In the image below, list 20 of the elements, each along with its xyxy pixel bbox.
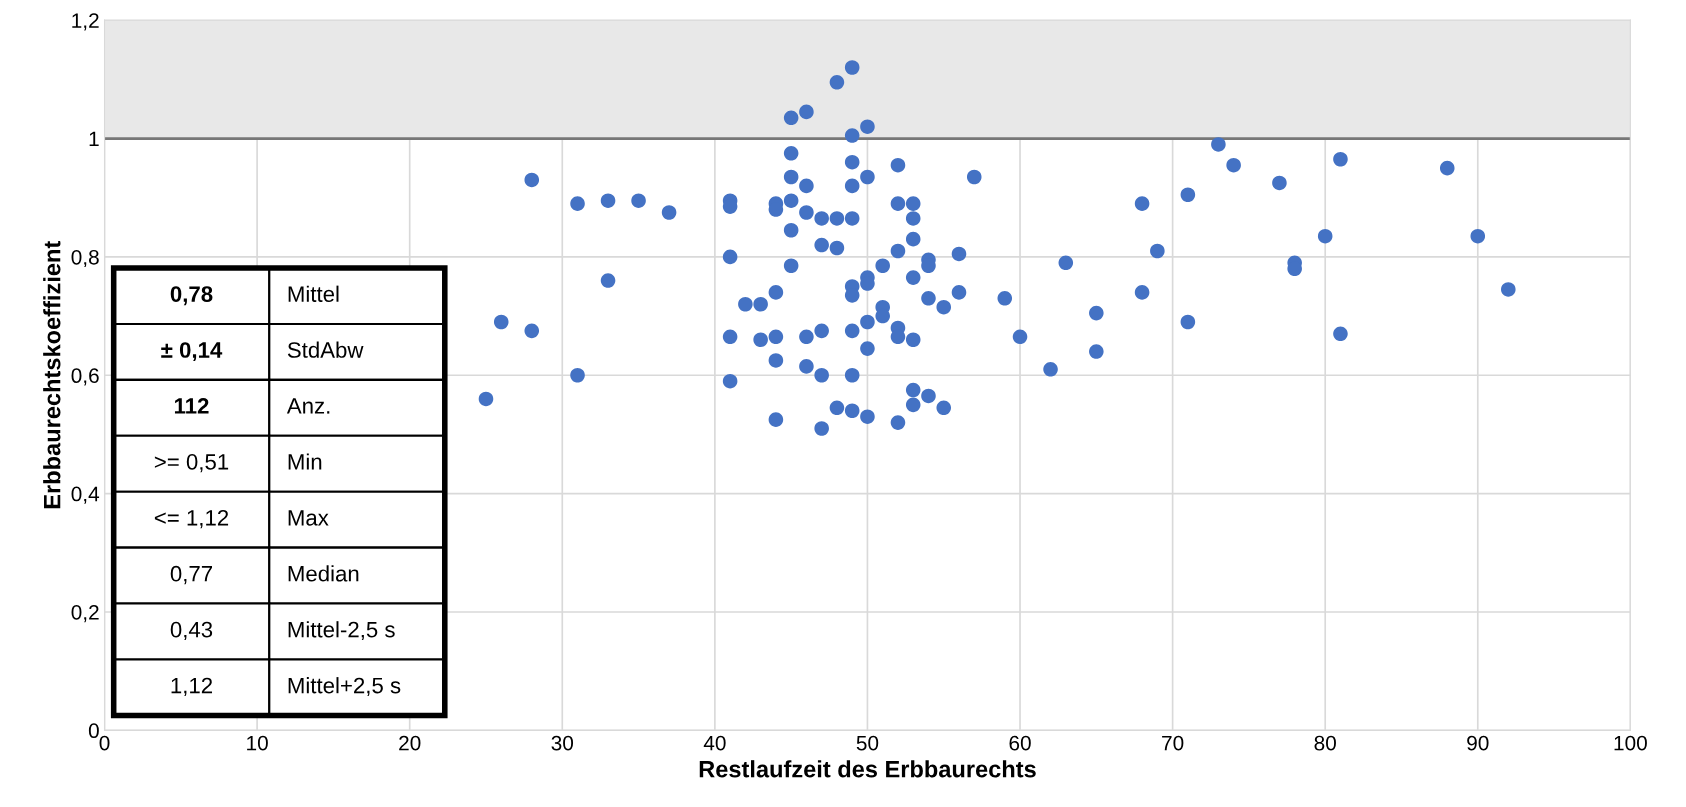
y-tick-label: 0,4 [71, 486, 100, 504]
y-tick-label: 1 [89, 131, 99, 147]
x-tick-label: 10 [247, 735, 268, 751]
y-tick-label: 0,8 [71, 249, 99, 268]
y-tick-label: 0,6 [71, 368, 99, 386]
x-tick-label: 0 [99, 735, 110, 751]
x-tick-label: 20 [399, 735, 421, 751]
x-tick-label: 60 [1009, 735, 1031, 751]
y-tick-label: 0,2 [71, 604, 99, 623]
x-tick-label: 70 [1162, 735, 1184, 751]
y-axis-title: Erbbaurechtskoeffizient [43, 241, 61, 509]
x-tick-label: 90 [1467, 735, 1489, 751]
x-tick-label: 30 [551, 735, 574, 751]
x-tick-label: 40 [703, 735, 726, 751]
x-tick-label: 80 [1314, 735, 1336, 751]
x-tick-label: 100 [1614, 735, 1647, 751]
y-tick-label: 0 [88, 723, 99, 739]
x-axis-title: Restlaufzeit des Erbbaurechts [699, 760, 1036, 778]
y-tick-label: 1,2 [72, 13, 99, 31]
x-tick-label: 50 [856, 735, 879, 751]
